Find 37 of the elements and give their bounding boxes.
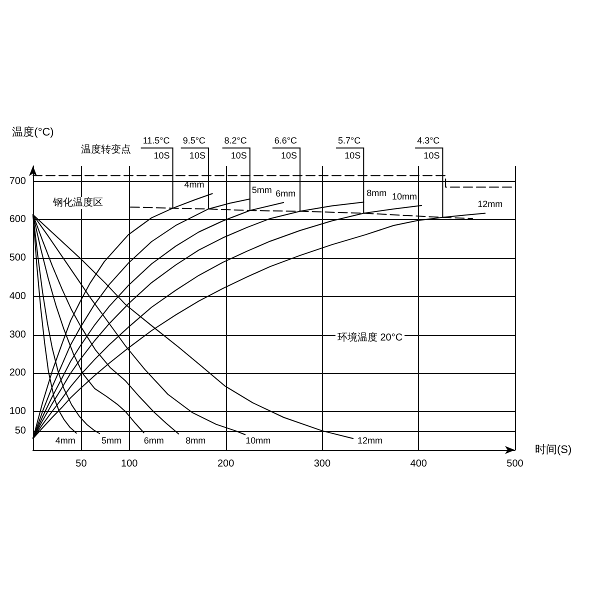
y-tick-label: 400 xyxy=(9,290,26,302)
series-label: 6mm xyxy=(144,436,164,446)
series-label: 5mm xyxy=(102,436,122,446)
annotation: 9.5°C 10S xyxy=(182,136,206,160)
series-label: 12mm xyxy=(358,436,383,446)
series-label: 8mm xyxy=(186,436,206,446)
x-axis-title: 时间(S) xyxy=(535,443,572,456)
y-tick-label: 600 xyxy=(9,214,26,226)
annotation: 5.7°C 10S xyxy=(338,136,362,160)
annotation: 8.2°C 10S xyxy=(224,136,248,160)
x-tick-label: 300 xyxy=(314,458,331,470)
series-label: 10mm xyxy=(246,436,271,446)
y-tick-label: 200 xyxy=(9,368,26,379)
series-label: 4mm xyxy=(55,436,76,446)
annotation: 环境温度 20°C xyxy=(337,332,403,344)
y-tick-label: 700 xyxy=(9,176,26,187)
series-label: 10mm xyxy=(392,192,417,202)
annotation: 钢化温度区 xyxy=(52,196,103,208)
annotation: 6.6°C 10S xyxy=(274,136,298,160)
series-label: 6mm xyxy=(276,188,296,198)
x-tick-label: 50 xyxy=(76,458,88,470)
y-tick-label: 300 xyxy=(9,329,26,340)
text: 温度转变点 xyxy=(81,144,131,156)
y-tick-label: 100 xyxy=(9,406,26,418)
x-tick-label: 200 xyxy=(217,458,235,470)
series-label: 8mm xyxy=(366,188,387,198)
x-tick-label: 400 xyxy=(410,458,428,470)
y-tick-label: 500 xyxy=(9,252,26,264)
annotation: 11.5°C 10S xyxy=(142,136,170,160)
x-tick-label: 100 xyxy=(121,458,138,470)
series-label: 5mm xyxy=(252,185,272,196)
series-label: 4mm xyxy=(184,180,204,190)
y-axis-title: 温度(°C) xyxy=(12,126,54,138)
x-tick-label: 500 xyxy=(506,458,524,470)
annotation: 4.3°C 10S xyxy=(417,136,440,160)
y-tick-label: 50 xyxy=(14,425,26,436)
series-label: 12mm xyxy=(478,199,503,210)
